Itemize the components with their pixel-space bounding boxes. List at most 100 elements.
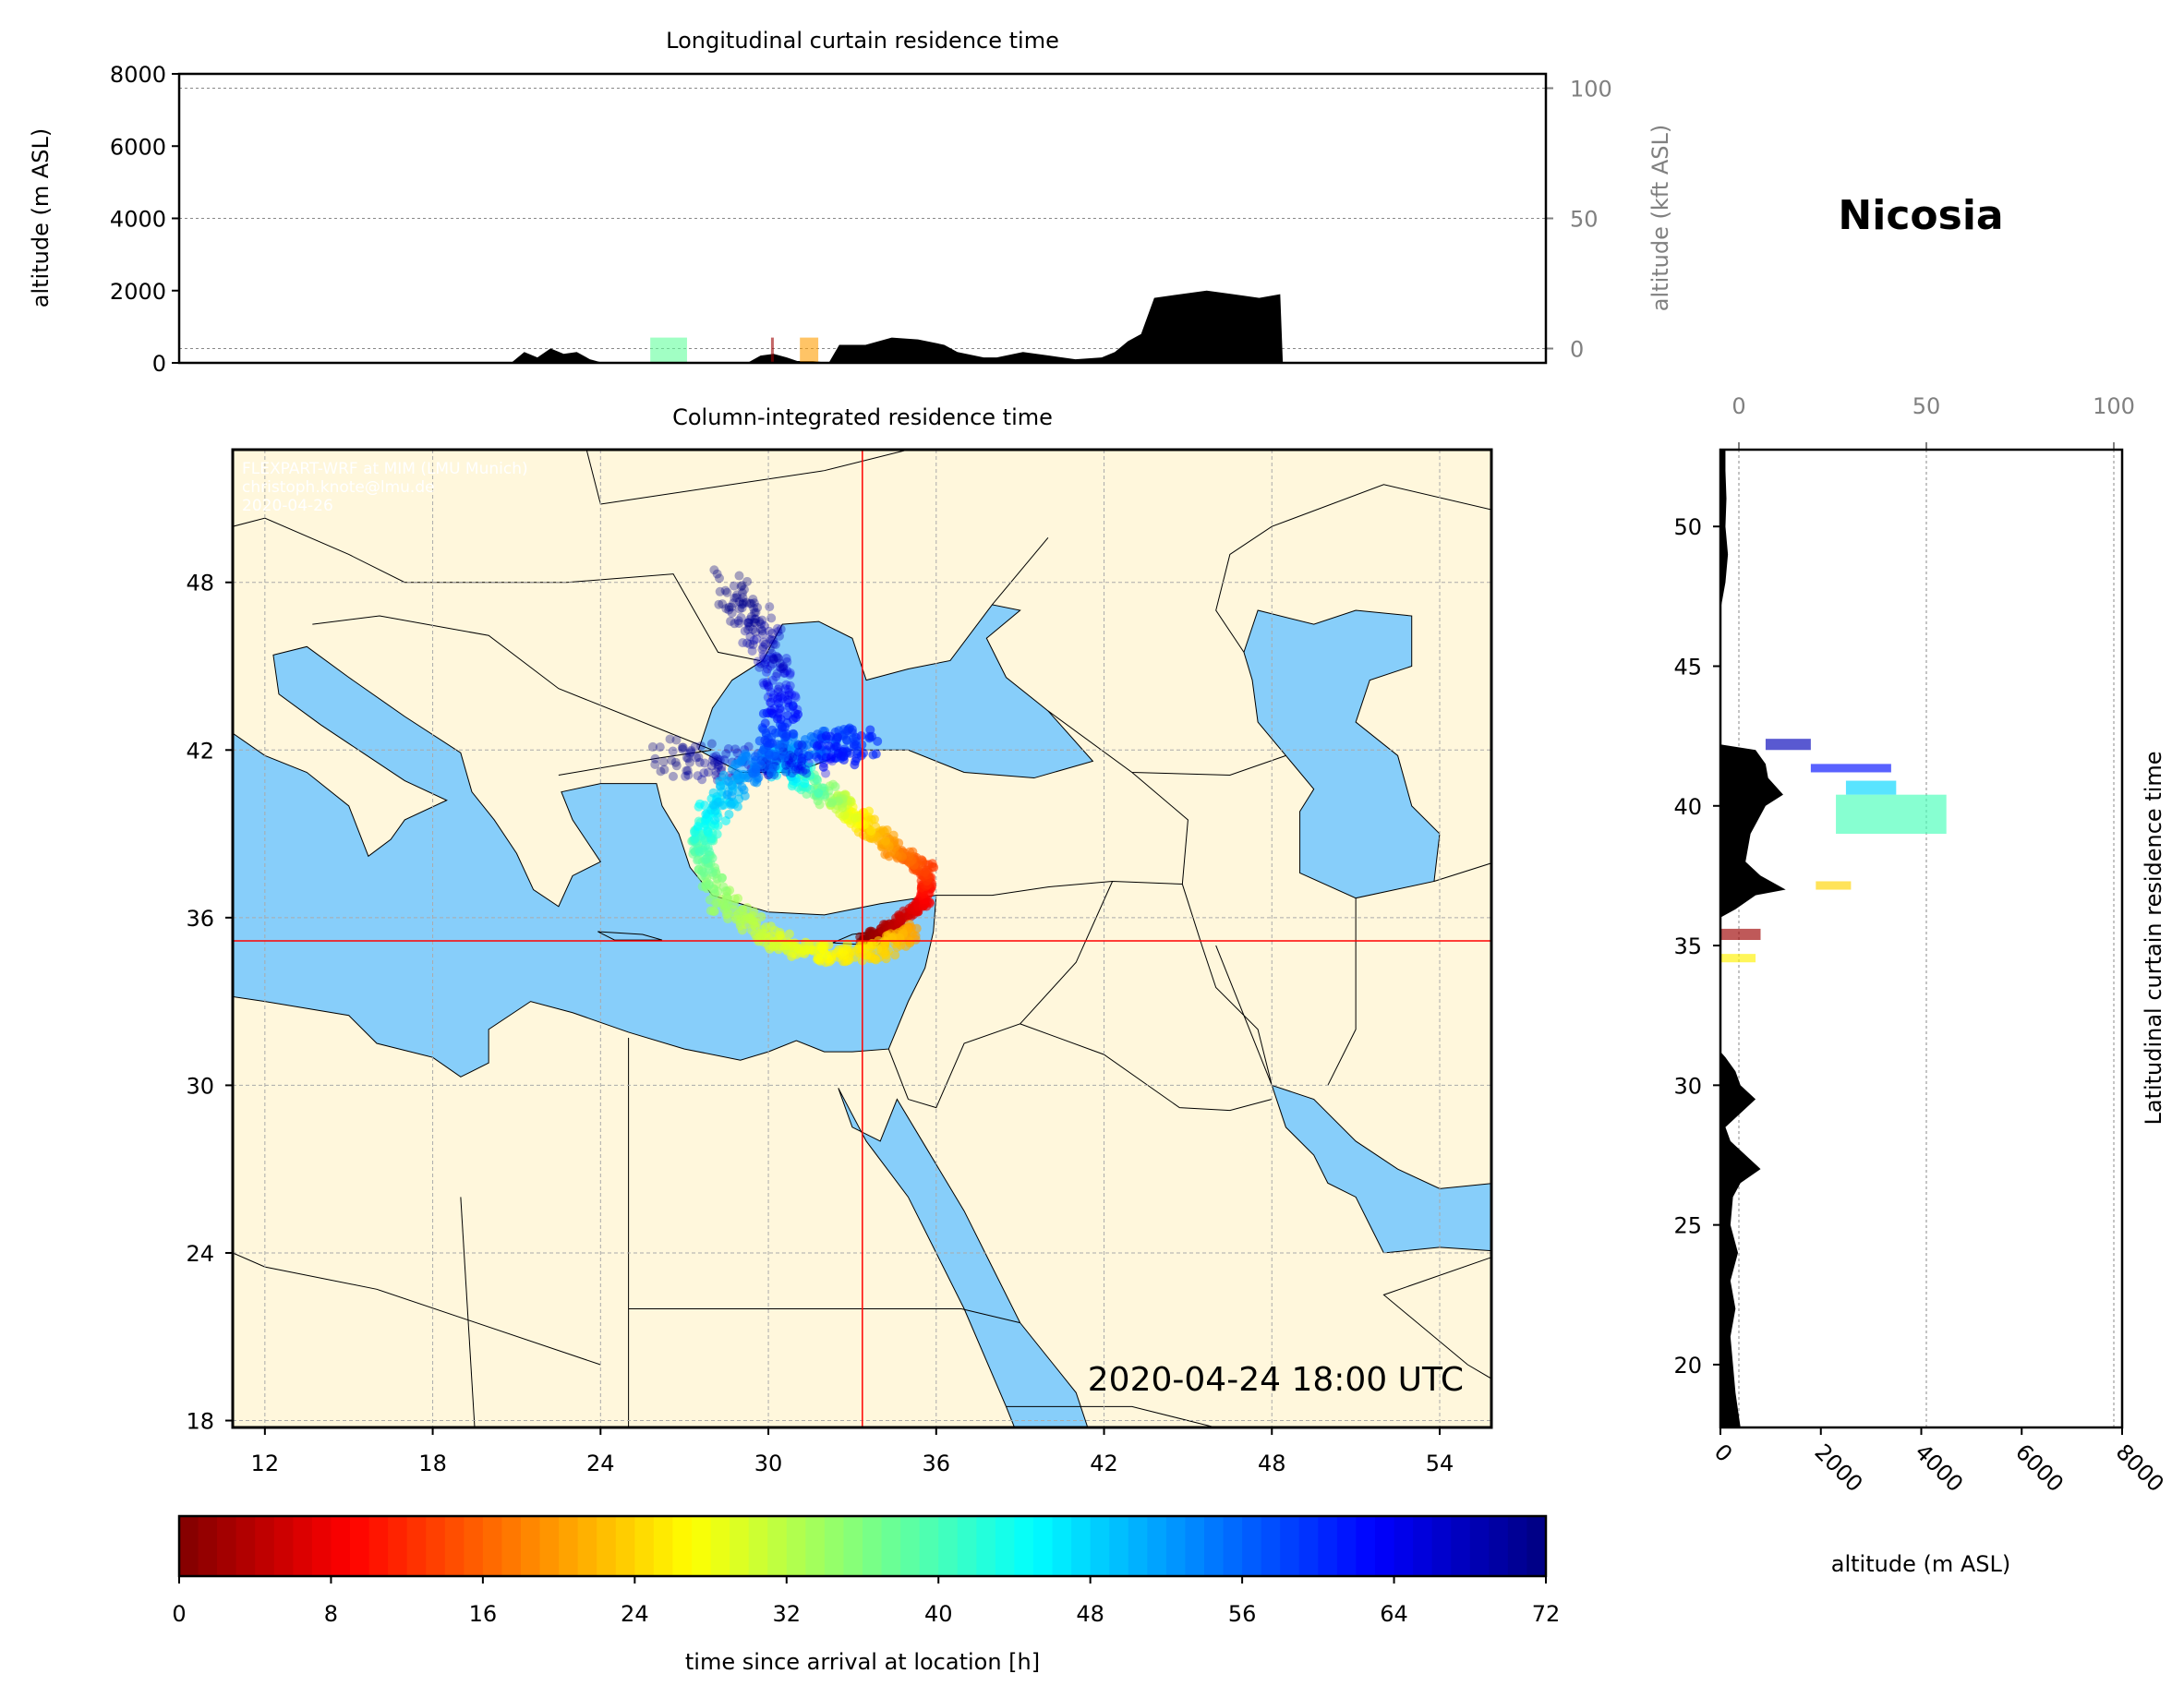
trajectory-point [700, 758, 710, 768]
trajectory-point [650, 753, 660, 764]
trajectory-point [768, 655, 778, 665]
trajectory-point [773, 692, 783, 703]
colorbar-segment [653, 1516, 674, 1576]
colorbar-segment [235, 1516, 256, 1576]
y-tick-label: 36 [186, 906, 214, 932]
trajectory-point [708, 907, 718, 917]
trajectory-point [655, 742, 665, 753]
trajectory-point [709, 565, 719, 575]
trajectory-point [767, 659, 778, 669]
trajectory-point [765, 634, 775, 644]
colorbar-tick-label: 48 [1076, 1601, 1104, 1627]
trajectory-point [774, 631, 784, 641]
trajectory-point [833, 732, 843, 742]
trajectory-point [768, 693, 778, 704]
x-tick-top-label: 100 [2093, 393, 2135, 419]
colorbar-segment [863, 1516, 883, 1576]
trajectory-point [736, 612, 746, 622]
trajectory-point [790, 765, 801, 775]
trajectory-point [727, 608, 737, 618]
trajectory-point [773, 653, 783, 663]
trajectory-point [774, 681, 784, 692]
x-tick-label: 6000 [2010, 1439, 2069, 1497]
y-tick-label: 2000 [110, 279, 166, 305]
y-tick-right-label: 50 [1570, 207, 1599, 233]
residence-patch [1816, 881, 1852, 890]
trajectory-point [750, 614, 760, 624]
colorbar-tick-label: 72 [1532, 1601, 1561, 1627]
trajectory-point [684, 757, 694, 767]
x-tick-label: 42 [1090, 1451, 1118, 1476]
trajectory-point [751, 627, 761, 637]
trajectory-point [759, 653, 769, 663]
trajectory-point [779, 692, 790, 702]
trajectory-point [772, 694, 782, 704]
trajectory-point [699, 868, 709, 878]
colorbar-frame [177, 1514, 1548, 1578]
residence-patch [1845, 780, 1897, 795]
colorbar-segment [1204, 1516, 1225, 1576]
trajectory-point [814, 740, 824, 750]
trajectory-point [801, 765, 811, 775]
trajectory-point [713, 762, 723, 772]
trajectory-point [776, 624, 786, 634]
y-tick-right-label: 100 [1570, 77, 1612, 102]
trajectory-point [827, 756, 838, 766]
watermark: FLEXPART-WRF at MIM (LMU Munich) christo… [242, 460, 528, 515]
trajectory-point [708, 800, 718, 810]
trajectory-point [787, 768, 797, 778]
colorbar-segment [577, 1516, 597, 1576]
trajectory-point [790, 692, 801, 703]
trajectory-point [708, 788, 718, 798]
border-line [585, 450, 601, 505]
trajectory-point [760, 639, 770, 649]
trajectory-point [658, 757, 669, 767]
trajectory-point [718, 882, 729, 892]
colorbar-gradient [179, 1516, 1547, 1576]
border-line [1215, 484, 1491, 653]
trajectory-point [694, 847, 705, 857]
trajectory-point [756, 658, 766, 668]
trajectory-point [785, 760, 795, 770]
trajectory-point [671, 735, 682, 745]
trajectory-point [742, 576, 753, 586]
trajectory-point [822, 745, 832, 755]
border-line [1047, 710, 1286, 777]
colorbar-segment [464, 1516, 484, 1576]
sea-mediterranean [233, 645, 937, 1078]
trajectory-point [789, 944, 799, 954]
map-panel: Column-integrated residence time FLEXPAR… [186, 404, 1493, 1476]
trajectory-point [682, 765, 693, 776]
trajectory-point [729, 598, 739, 608]
colorbar-segment [1071, 1516, 1092, 1576]
trajectory-point [764, 682, 774, 692]
trajectory-residence [647, 565, 939, 968]
trajectory-point [766, 652, 777, 662]
colorbar-segment [919, 1516, 939, 1576]
trajectory-point [772, 668, 782, 679]
trajectory-point [737, 782, 747, 792]
trajectory-point [834, 945, 844, 955]
trajectory-point [720, 585, 730, 596]
trajectory-point [785, 680, 795, 691]
trajectory-point [817, 741, 827, 752]
trajectory-point [764, 763, 774, 773]
trajectory-point [760, 718, 770, 729]
trajectory-point [704, 879, 714, 889]
colorbar-tick-label: 40 [924, 1601, 953, 1627]
trajectory-point [785, 668, 795, 678]
trajectory-point [792, 704, 802, 715]
y-tick-label: 8000 [110, 62, 166, 88]
colorbar-segment [179, 1516, 199, 1576]
residence-patch [770, 337, 774, 363]
colorbar-segment [1318, 1516, 1338, 1576]
trajectory-point [818, 762, 828, 772]
colorbar-segment [1090, 1516, 1110, 1576]
trajectory-point [734, 596, 744, 607]
trajectory-point [756, 755, 766, 765]
trajectory-point [682, 753, 692, 763]
trajectory-point [758, 650, 768, 660]
y-tick-label: 18 [186, 1409, 214, 1435]
trajectory-point [826, 754, 836, 765]
trajectory-point [781, 945, 791, 955]
